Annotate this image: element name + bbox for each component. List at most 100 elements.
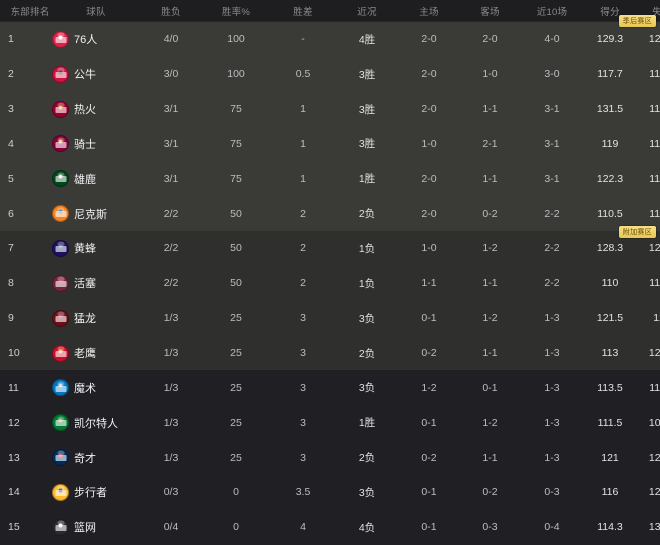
column-header-pct[interactable]: 胜率% <box>221 6 251 18</box>
cell-home: 1-0 <box>421 137 437 150</box>
cell-pct: 50 <box>230 242 242 255</box>
cell-wl: 3/0 <box>163 68 179 81</box>
cell-gb: 2 <box>300 207 306 220</box>
cell-team[interactable]: 奇才 <box>52 449 140 467</box>
team-name: 骑士 <box>74 138 96 151</box>
team-name: 热火 <box>74 104 96 117</box>
cell-gb: 1 <box>300 137 306 150</box>
cell-pts: 116 <box>601 486 619 499</box>
cell-team[interactable]: 凯尔特人 <box>52 414 140 432</box>
cell-home: 2-0 <box>421 68 437 81</box>
cell-opp: 107.8 <box>648 416 660 429</box>
column-header-last10[interactable]: 近10场 <box>536 6 568 18</box>
column-header-team[interactable]: 球队 <box>86 6 106 18</box>
cell-streak: 1胜 <box>358 173 376 186</box>
cell-pct: 75 <box>230 103 242 116</box>
cell-pts: 117.7 <box>597 68 623 81</box>
cell-pts: 110.5 <box>597 207 623 220</box>
cell-home: 0-2 <box>421 347 437 360</box>
cell-team[interactable]: 活塞 <box>52 274 140 292</box>
cell-last10: 2-2 <box>544 242 560 255</box>
team-name: 尼克斯 <box>74 208 107 221</box>
cell-team[interactable]: 热火 <box>52 100 140 118</box>
cell-opp: 122.5 <box>648 347 660 360</box>
cell-team[interactable]: 尼克斯 <box>52 205 140 223</box>
cell-team[interactable]: 76人 <box>52 30 140 48</box>
cell-wl: 3/1 <box>163 103 179 116</box>
cell-away: 1-1 <box>482 347 498 360</box>
cell-away: 1-0 <box>482 68 498 81</box>
cell-pct: 0 <box>233 521 239 534</box>
team-logo-icon <box>52 135 69 153</box>
cell-team[interactable]: 骑士 <box>52 135 140 153</box>
cell-home: 2-0 <box>421 172 437 185</box>
column-header-opp[interactable]: 失分 <box>652 6 660 18</box>
cell-away: 0-1 <box>482 381 498 394</box>
column-header-pts[interactable]: 得分 <box>600 6 620 18</box>
cell-home: 2-0 <box>421 33 437 46</box>
cell-team[interactable]: 篮网 <box>52 518 140 536</box>
column-header-away[interactable]: 客场 <box>480 6 500 18</box>
cell-streak: 3胜 <box>358 103 376 116</box>
cell-last10: 1-3 <box>544 451 560 464</box>
team-logo-icon <box>52 414 69 432</box>
cell-team[interactable]: 步行者 <box>52 483 140 501</box>
cell-last10: 3-1 <box>544 103 560 116</box>
cell-streak: 4胜 <box>358 33 376 46</box>
cell-team[interactable]: 猛龙 <box>52 309 140 327</box>
cell-away: 1-1 <box>482 451 498 464</box>
cell-home: 0-1 <box>421 521 437 534</box>
cell-pct: 0 <box>233 486 239 499</box>
team-name: 篮网 <box>74 522 96 535</box>
cell-gb: 3 <box>300 312 306 325</box>
cell-away: 1-1 <box>482 172 498 185</box>
cell-opp: 110.5 <box>649 207 660 220</box>
cell-team[interactable]: 雄鹿 <box>52 170 140 188</box>
cell-rank: 11 <box>8 381 19 394</box>
cell-opp: 124.8 <box>648 242 660 255</box>
cell-wl: 1/3 <box>163 347 179 360</box>
column-header-home[interactable]: 主场 <box>419 6 439 18</box>
cell-home: 1-0 <box>421 242 437 255</box>
cell-rank: 10 <box>8 347 20 360</box>
cell-last10: 0-3 <box>544 486 560 499</box>
cell-home: 1-2 <box>421 381 437 394</box>
table-body[interactable]: 176人4/0100-4胜2-02-04-0129.3123.85.5季后赛区2… <box>0 15 660 545</box>
column-header-rank[interactable]: 东部排名 <box>10 6 50 18</box>
cell-last10: 1-3 <box>544 381 560 394</box>
cell-streak: 1负 <box>358 277 376 290</box>
cell-streak: 2负 <box>358 208 376 221</box>
cell-team[interactable]: 黄蜂 <box>52 239 140 257</box>
cell-team[interactable]: 公牛 <box>52 65 140 83</box>
cell-opp: 119.5 <box>649 381 660 394</box>
column-header-wl[interactable]: 胜负 <box>161 6 181 18</box>
cell-opp: 127.7 <box>648 486 660 499</box>
cell-pct: 100 <box>227 68 245 81</box>
cell-away: 1-1 <box>482 103 498 116</box>
cell-rank: 13 <box>8 451 20 464</box>
cell-team[interactable]: 老鹰 <box>52 344 140 362</box>
cell-wl: 0/3 <box>163 486 179 499</box>
cell-away: 0-2 <box>482 486 498 499</box>
team-name: 公牛 <box>74 69 96 82</box>
column-header-streak[interactable]: 近况 <box>357 6 377 18</box>
cell-away: 1-2 <box>482 312 498 325</box>
team-logo-icon <box>52 449 69 467</box>
cell-team[interactable]: 魔术 <box>52 379 140 397</box>
column-header-gb[interactable]: 胜差 <box>293 6 313 18</box>
